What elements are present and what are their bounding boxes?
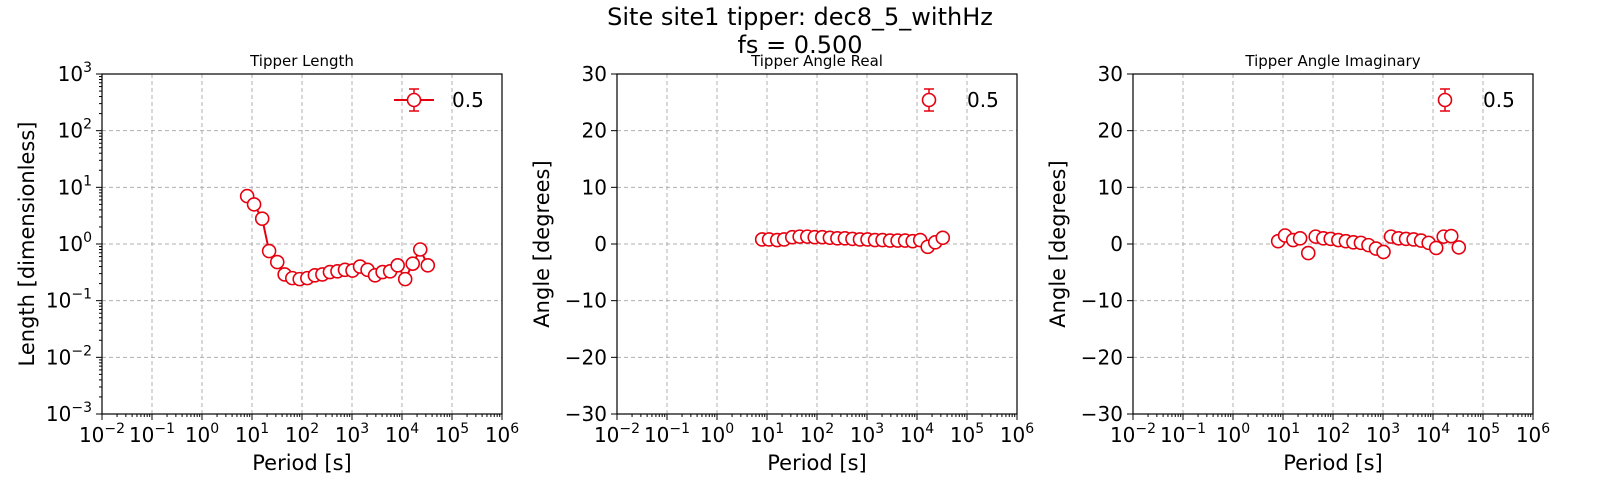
x-axis-label: Period [s] (767, 451, 866, 475)
data-point (935, 230, 951, 246)
y-tick-label: −20 (565, 345, 607, 369)
y-tick-label: 103 (58, 60, 92, 86)
y-tick-label: −10 (1081, 289, 1123, 313)
legend: 0.5 (921, 88, 999, 112)
x-tick-label: 105 (1466, 421, 1500, 447)
x-tick-label: 103 (1366, 421, 1400, 447)
x-axis-label: Period [s] (252, 451, 351, 475)
x-tick-label: 102 (1316, 421, 1350, 447)
y-tick-label: 0 (1110, 232, 1123, 256)
legend-marker (1437, 92, 1453, 108)
data-point (420, 258, 436, 273)
chart-title: Tipper Angle Real (750, 52, 883, 70)
x-axis-label: Period [s] (1283, 451, 1382, 475)
data-point (261, 243, 277, 259)
y-tick-label: −30 (565, 402, 607, 426)
data-point (246, 197, 262, 212)
y-tick-label: −10 (565, 289, 607, 313)
data-point (1451, 240, 1467, 255)
y-tick-label: 10 (1098, 175, 1123, 199)
x-tick-label: 100 (1216, 421, 1250, 447)
chart-panel-2: 10−2 10−1 100 101 102 103 104 105 106 −30 −20 −10 0 1… (530, 52, 1034, 475)
y-tick-label: 100 (58, 230, 92, 256)
data-point (254, 211, 270, 226)
y-tick-label: 10−3 (46, 400, 92, 426)
x-tick-label: 10−2 (1110, 421, 1156, 447)
x-tick-label: 100 (700, 421, 734, 447)
data-point (1300, 245, 1316, 261)
y-tick-label: 10−2 (46, 343, 92, 369)
y-axis-label: Length [dimensionless] (15, 122, 39, 367)
data-point (397, 271, 413, 287)
plot-frame (1132, 73, 1534, 415)
data-point (1376, 244, 1391, 260)
y-tick-label: 101 (58, 173, 92, 199)
x-tick-label: 106 (1000, 421, 1034, 447)
x-tick-label: 104 (900, 421, 934, 447)
data-point (1428, 240, 1444, 256)
x-tick-label: 106 (485, 421, 519, 447)
legend-label: 0.5 (452, 88, 484, 112)
y-tick-label: 10 (582, 175, 607, 199)
legend-marker (921, 92, 937, 108)
figure-title: Site site1 tipper: dec8_5_withHz (607, 3, 993, 31)
x-tick-label: 102 (285, 421, 319, 447)
x-tick-label: 106 (1516, 421, 1550, 447)
plot-frame (101, 73, 503, 415)
y-tick-label: 30 (1098, 62, 1123, 86)
x-tick-label: 10−1 (129, 421, 175, 447)
y-axis-label: Angle [degrees] (1046, 160, 1070, 327)
y-tick-label: 10−1 (46, 287, 92, 313)
chart-title: Tipper Length (249, 52, 354, 70)
legend-label: 0.5 (967, 88, 999, 112)
chart-panel-3: 10−2 10−1 100 101 102 103 104 105 106 −30 −20 −10 0 1… (1046, 52, 1550, 475)
x-tick-label: 103 (335, 421, 369, 447)
x-tick-label: 101 (235, 421, 269, 447)
legend: 0.5 (394, 88, 484, 112)
x-tick-label: 104 (1416, 421, 1450, 447)
y-tick-label: 20 (582, 119, 607, 143)
x-tick-label: 101 (750, 421, 784, 447)
data-point (390, 258, 405, 273)
chart-panel-1: 10−2 10−1 100 101 102 103 104 105 10610−310−210−… (15, 52, 519, 475)
legend-marker (406, 92, 422, 108)
x-tick-label: 103 (850, 421, 884, 447)
y-tick-label: 30 (582, 62, 607, 86)
x-tick-label: 102 (800, 421, 834, 447)
data-point (1443, 228, 1459, 244)
figure-subtitle: fs = 0.500 (737, 31, 863, 59)
y-tick-label: −30 (1081, 402, 1123, 426)
y-axis-label: Angle [degrees] (530, 160, 554, 327)
x-tick-label: 104 (385, 421, 419, 447)
y-tick-label: −20 (1081, 345, 1123, 369)
data-point (269, 254, 285, 270)
x-tick-label: 101 (1266, 421, 1300, 447)
y-tick-label: 0 (594, 232, 607, 256)
x-tick-label: 10−1 (1160, 421, 1206, 447)
y-tick-label: 102 (58, 117, 92, 143)
x-tick-label: 10−1 (644, 421, 690, 447)
legend: 0.5 (1437, 88, 1515, 112)
legend-label: 0.5 (1483, 88, 1515, 112)
x-tick-label: 10−2 (79, 421, 125, 447)
x-tick-label: 105 (950, 421, 984, 447)
plot-frame (616, 73, 1018, 415)
data-point (1292, 231, 1308, 246)
data-point (412, 242, 428, 257)
data-point (405, 256, 421, 271)
x-tick-label: 100 (185, 421, 219, 447)
chart-title: Tipper Angle Imaginary (1244, 52, 1420, 70)
x-tick-label: 10−2 (594, 421, 640, 447)
y-tick-label: 20 (1098, 119, 1123, 143)
x-tick-label: 105 (435, 421, 469, 447)
